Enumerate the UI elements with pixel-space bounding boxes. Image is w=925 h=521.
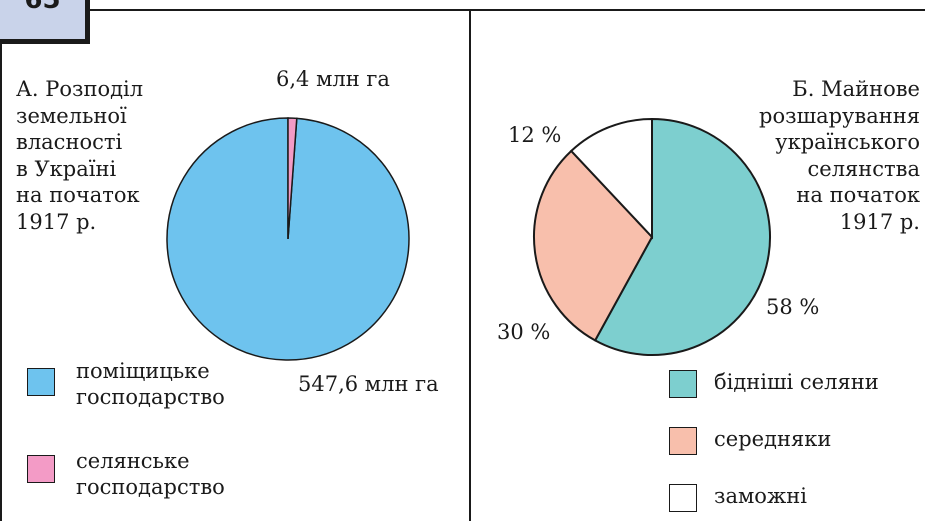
chart-b-label-12: 12 %: [508, 123, 562, 147]
center-divider: [469, 9, 471, 521]
legend-swatch-pomishchytske: [27, 368, 55, 396]
legend-label-bidnishi: бідніші селяни: [714, 370, 879, 394]
pie-slice-selianske: [287, 117, 298, 240]
legend-label-serednyaky: середняки: [714, 427, 832, 451]
legend-label-selianske: селянське господарство: [76, 449, 225, 499]
chart-b-title: Б. Майнове розшарування українського сел…: [759, 77, 920, 234]
left-rule: [0, 44, 2, 521]
page-number: 65: [24, 0, 61, 15]
legend-swatch-serednyaky: [669, 427, 697, 455]
chart-a-label-large: 547,6 млн га: [298, 372, 439, 396]
chart-a-label-small: 6,4 млн га: [276, 67, 390, 91]
legend-swatch-zamozhni: [669, 484, 697, 512]
chart-b-label-30: 30 %: [497, 320, 551, 344]
chart-a-title: А. Розподіл земельної власності в Україн…: [16, 77, 144, 234]
top-rule: [90, 9, 925, 11]
pie-slice-bidnishi: [593, 117, 771, 356]
pie-slice-serednyaky: [533, 149, 654, 342]
chart-b-label-58: 58 %: [766, 295, 820, 319]
pie-slice-zamozhni: [569, 117, 653, 240]
legend-label-zamozhni: заможні: [714, 484, 807, 508]
legend-swatch-bidnishi: [669, 370, 697, 398]
page-number-badge: 65: [0, 0, 90, 44]
legend-label-pomishchytske: поміщицьке господарство: [76, 359, 225, 409]
legend-swatch-selianske: [27, 455, 55, 483]
